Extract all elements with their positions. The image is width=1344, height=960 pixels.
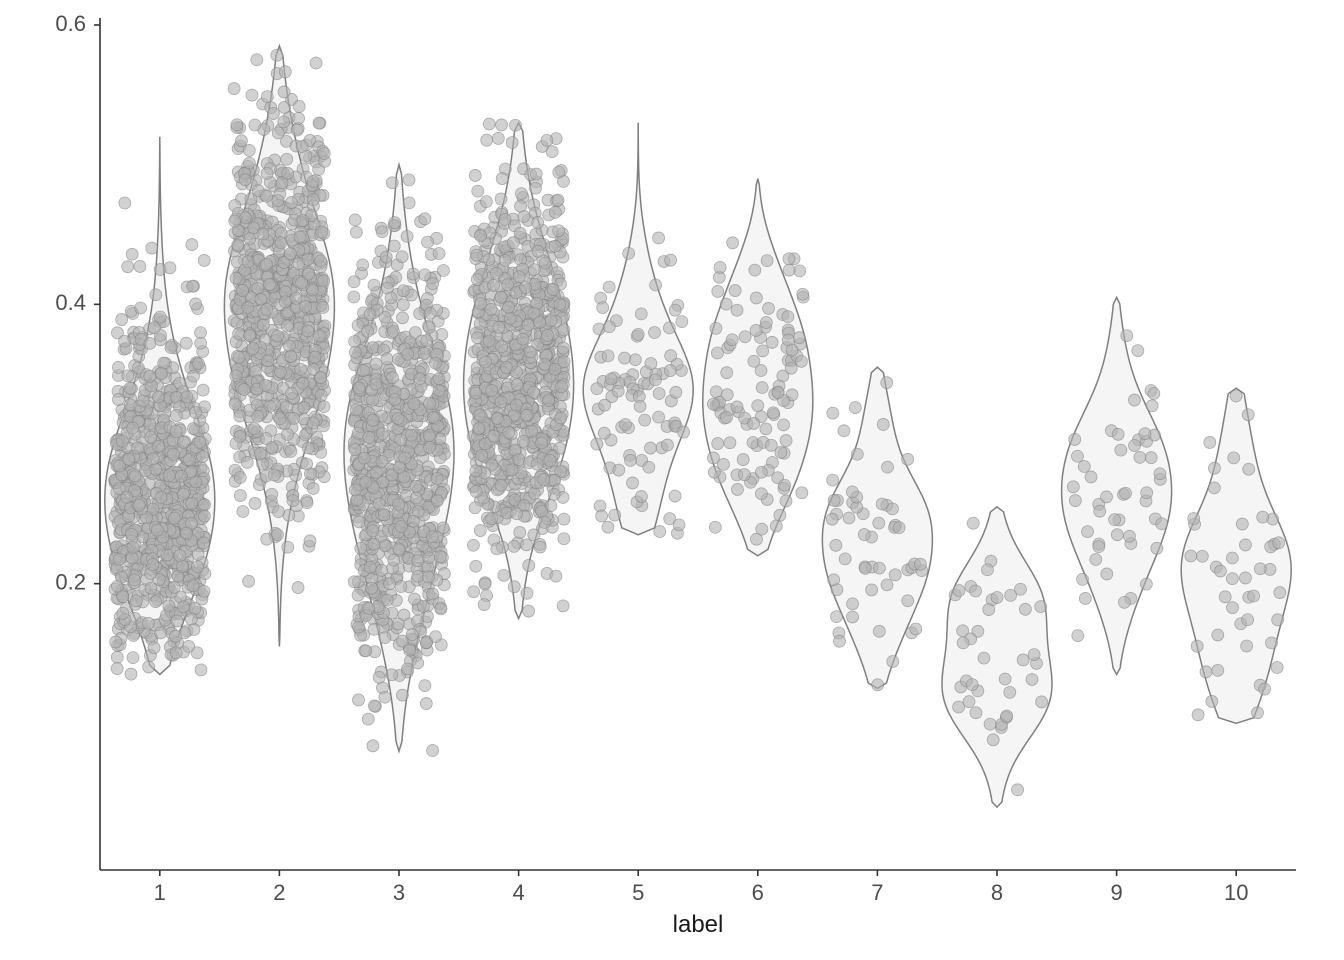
x-tick-label: 10 bbox=[1224, 880, 1248, 905]
x-tick-label: 7 bbox=[871, 880, 883, 905]
violin-chart: 0.2 0.4 0.6 1 2 3 4 5 6 7 8 9 10 label bbox=[0, 0, 1344, 960]
x-tick-label: 9 bbox=[1110, 880, 1122, 905]
y-tick-label: 0.4 bbox=[55, 290, 86, 315]
y-tick-label: 0.2 bbox=[55, 569, 86, 594]
x-tick-label: 6 bbox=[752, 880, 764, 905]
chart-container: 0.2 0.4 0.6 1 2 3 4 5 6 7 8 9 10 label bbox=[0, 0, 1344, 960]
x-tick-label: 3 bbox=[393, 880, 405, 905]
x-tick-label: 4 bbox=[512, 880, 524, 905]
x-tick-label: 8 bbox=[991, 880, 1003, 905]
x-tick-label: 1 bbox=[154, 880, 166, 905]
x-tick-label: 2 bbox=[273, 880, 285, 905]
y-tick-label: 0.6 bbox=[55, 11, 86, 36]
x-tick-label: 5 bbox=[632, 880, 644, 905]
x-axis-label: label bbox=[673, 911, 724, 938]
